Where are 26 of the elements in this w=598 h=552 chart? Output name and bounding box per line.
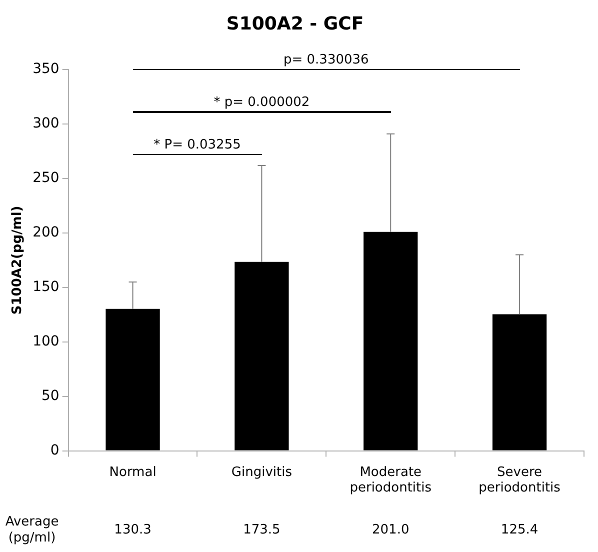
- y-tick-label: 250: [32, 170, 60, 186]
- data-label: 125.4: [500, 522, 538, 538]
- y-tick-label: 100: [32, 334, 60, 350]
- y-tick-label: 350: [32, 61, 60, 78]
- bar: [364, 232, 418, 450]
- y-axis-title: S100A2(pg/ml): [10, 206, 26, 315]
- data-label: 173.5: [243, 522, 280, 538]
- bar: [234, 262, 289, 450]
- data-label: 201.0: [372, 522, 410, 538]
- y-tick-label: 150: [32, 279, 60, 296]
- y-tick-label: 50: [41, 388, 60, 404]
- annotation: * P= 0.03255: [154, 137, 241, 152]
- text: Average (pg/ml): [5, 514, 59, 546]
- annotation: * p= 0.000002: [214, 94, 310, 110]
- x-tick-label: Severe periodontitis: [478, 464, 561, 496]
- chart-title: S100A2 - GCF: [226, 13, 364, 34]
- bar: [492, 314, 547, 450]
- x-tick-label: Gingivitis: [231, 464, 292, 480]
- text: p= 0.330036: [284, 52, 369, 68]
- x-tick-label: Moderate periodontitis: [350, 464, 432, 496]
- x-tick-label: Normal: [109, 464, 156, 480]
- y-tick-label: 0: [50, 442, 60, 458]
- y-tick-label: 200: [32, 224, 60, 241]
- y-tick-label: 300: [32, 116, 60, 132]
- data-label: 130.3: [114, 522, 152, 538]
- bar: [106, 308, 160, 450]
